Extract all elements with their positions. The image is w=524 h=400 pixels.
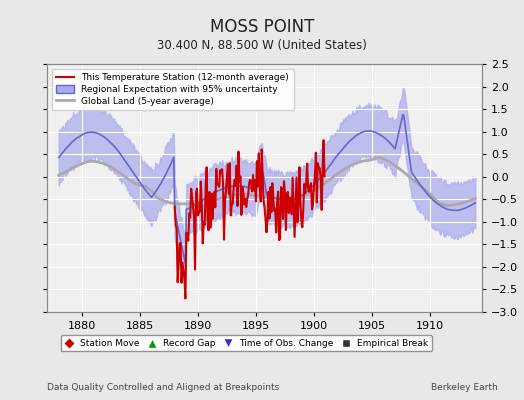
Legend: This Temperature Station (12-month average), Regional Expectation with 95% uncer: This Temperature Station (12-month avera… (52, 68, 294, 110)
Text: Data Quality Controlled and Aligned at Breakpoints: Data Quality Controlled and Aligned at B… (47, 383, 279, 392)
Text: 30.400 N, 88.500 W (United States): 30.400 N, 88.500 W (United States) (157, 39, 367, 52)
Text: MOSS POINT: MOSS POINT (210, 18, 314, 36)
Legend: Station Move, Record Gap, Time of Obs. Change, Empirical Break: Station Move, Record Gap, Time of Obs. C… (61, 335, 432, 352)
Text: Berkeley Earth: Berkeley Earth (431, 383, 498, 392)
